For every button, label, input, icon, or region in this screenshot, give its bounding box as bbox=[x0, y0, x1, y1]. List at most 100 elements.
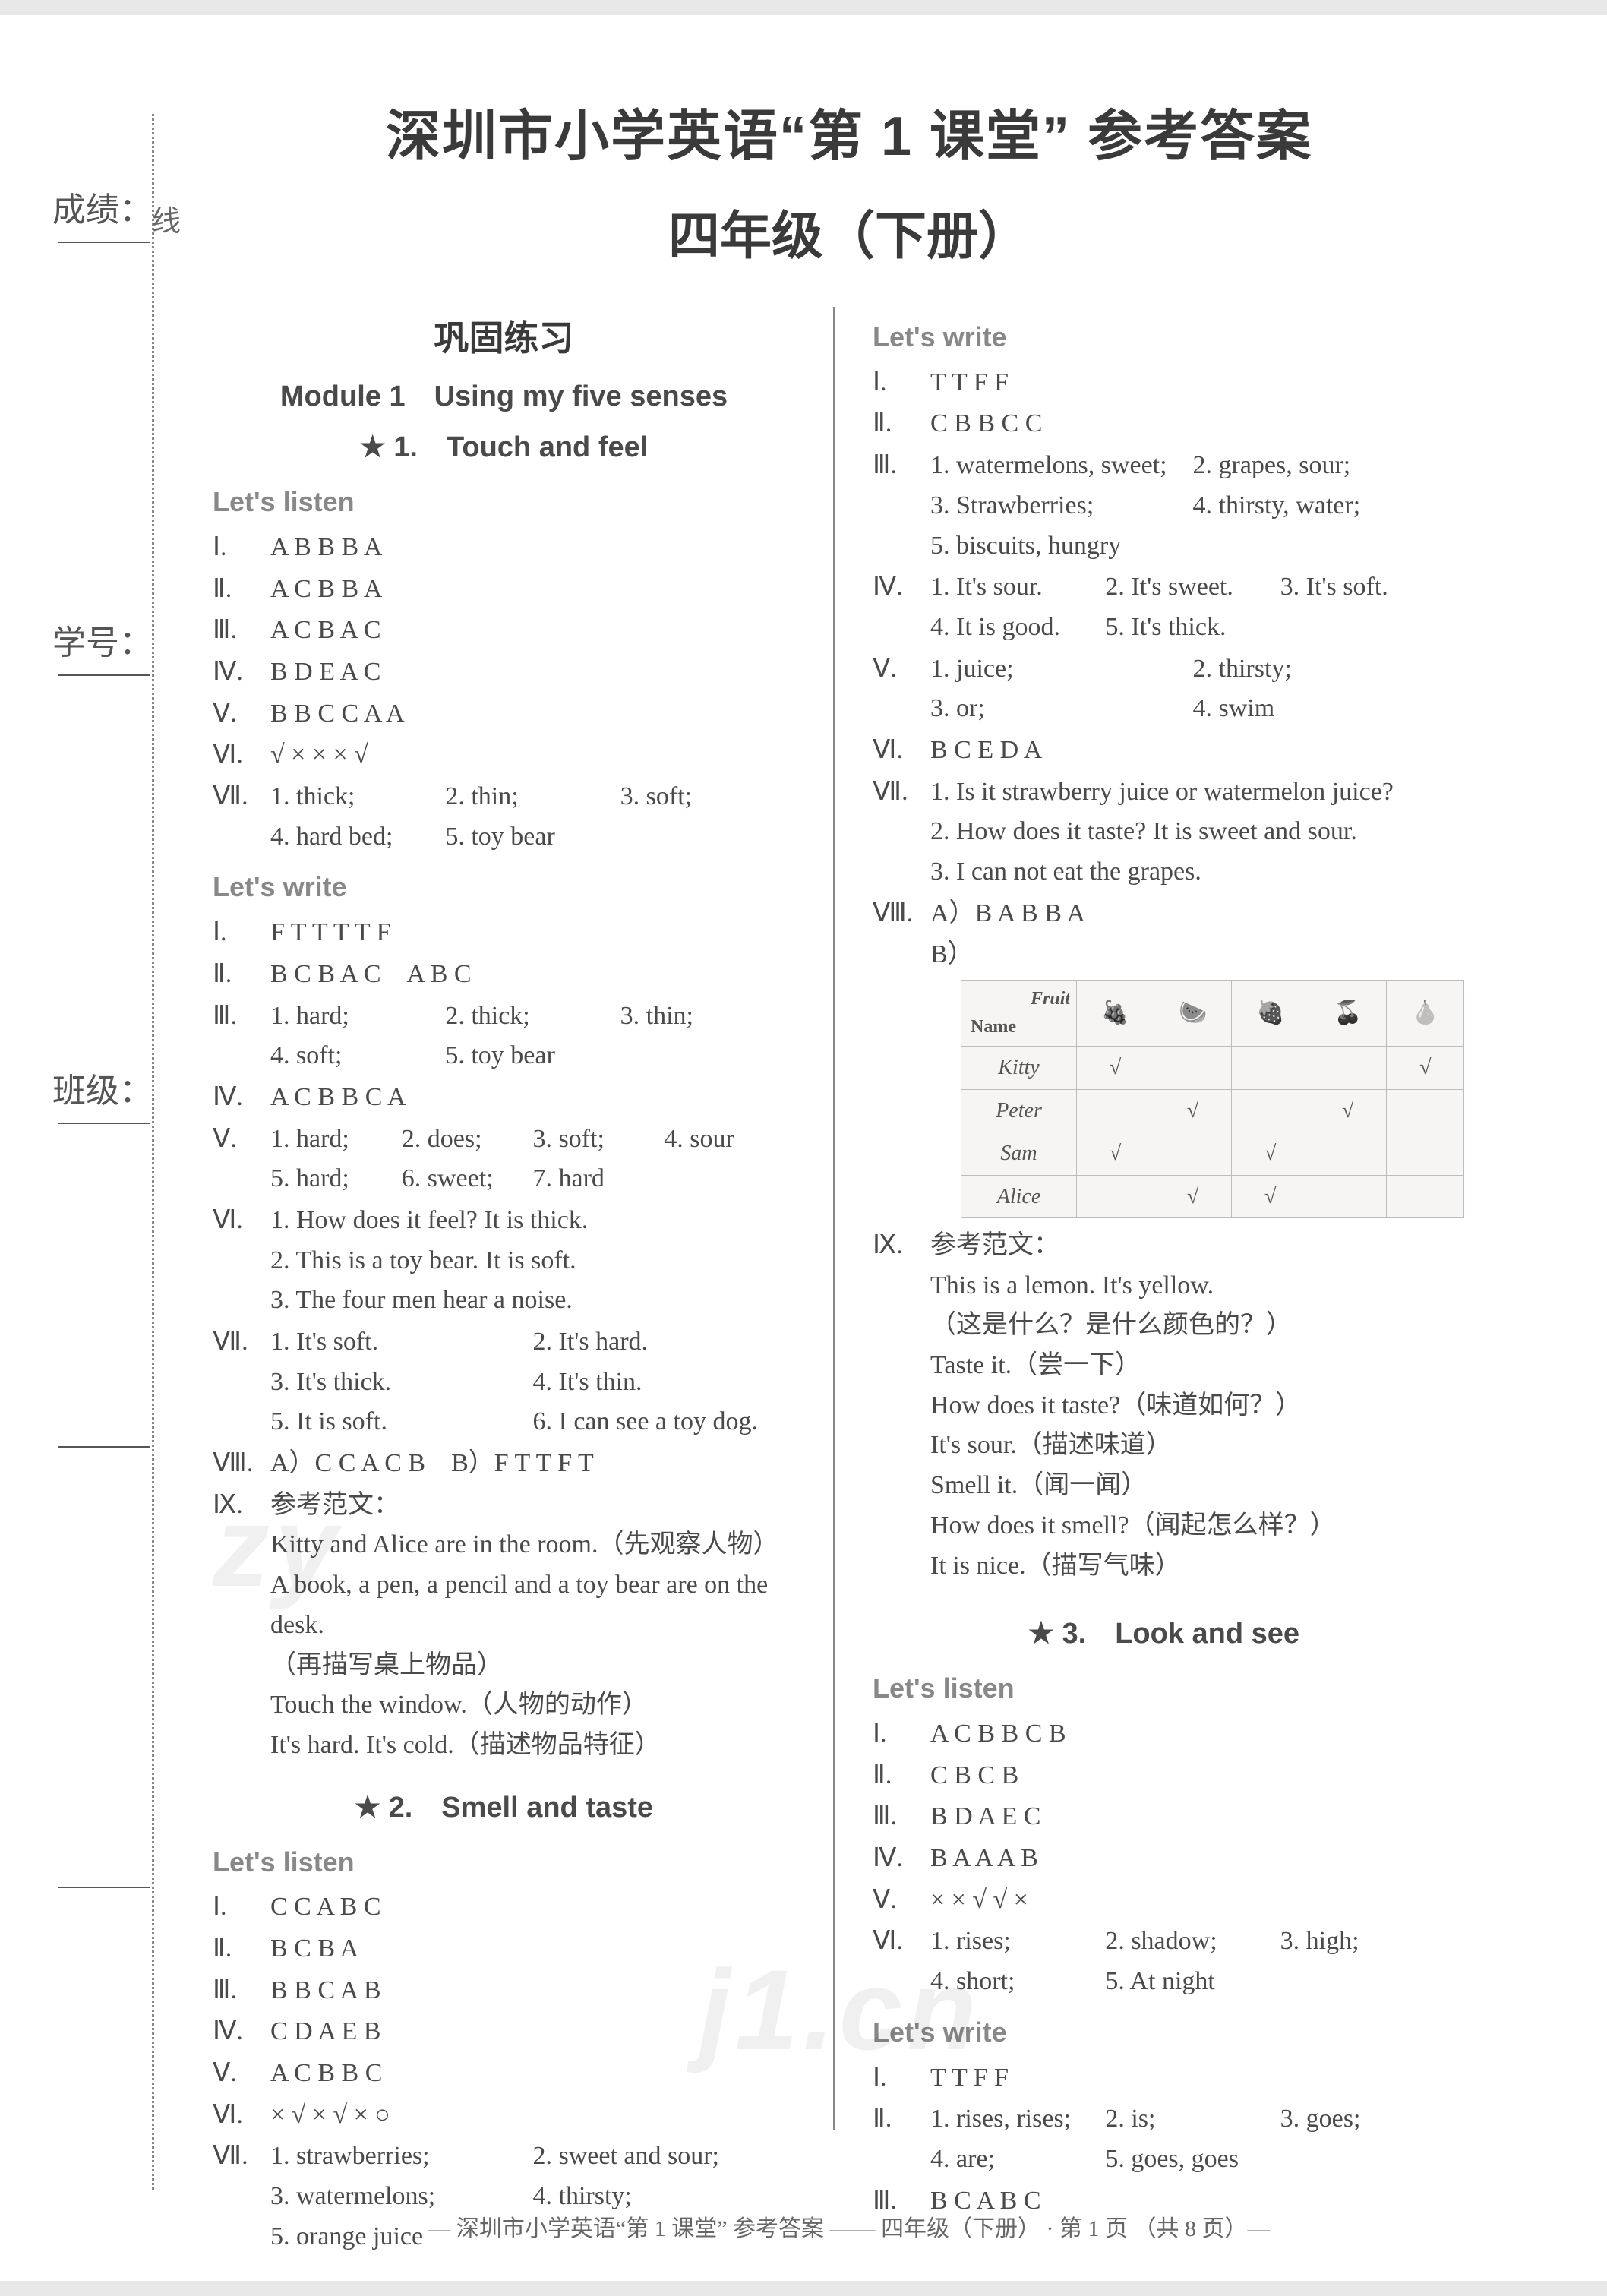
doc-title: 深圳市小学英语“第 1 课堂” 参考答案 bbox=[213, 91, 1485, 171]
write2-ix: Ⅸ. 参考范文： This is a lemon. It's yellow.（这… bbox=[873, 1226, 1455, 1586]
margin-label-score: 成绩： bbox=[46, 182, 159, 231]
roman: Ⅵ. bbox=[873, 1922, 930, 1962]
answer-item: 2. grapes, sour; bbox=[1193, 446, 1456, 486]
roman: Ⅰ. bbox=[873, 2058, 930, 2099]
fruit-mark-cell bbox=[1309, 1047, 1387, 1089]
answer-item: 1. rises, rises; bbox=[930, 2099, 1105, 2140]
answer-item: 2. sweet and sour; bbox=[533, 2137, 796, 2177]
fruit-name-cell: Peter bbox=[961, 1089, 1077, 1132]
fruit-mark-cell: √ bbox=[1232, 1132, 1309, 1175]
fruit-icon: 🍇 bbox=[1077, 981, 1154, 1047]
answer-row: Ⅴ.B B C C A A bbox=[213, 694, 795, 734]
answer-body: B C B A C A B C bbox=[270, 955, 795, 995]
roman: Ⅳ. bbox=[873, 1839, 930, 1879]
roman: Ⅴ. bbox=[873, 649, 930, 690]
answer-row: Ⅱ.A C B B A bbox=[213, 570, 795, 610]
answer-row: Ⅴ.× × √ √ × bbox=[873, 1881, 1455, 1921]
lets-listen-head: Let's listen bbox=[213, 1841, 795, 1884]
fruit-mark-cell: √ bbox=[1154, 1089, 1232, 1132]
fruit-mark-cell: √ bbox=[1154, 1175, 1232, 1217]
footer-left: — 深圳市小学英语“第 1 课堂” 参考答案 —— bbox=[428, 2216, 875, 2241]
fruit-mark-cell bbox=[1387, 1175, 1464, 1217]
write2-viii-a: Ⅷ. A）B A B B A bbox=[873, 894, 1455, 934]
answer-item: 2. It's hard. bbox=[533, 1322, 796, 1363]
fruit-icon: 🍒 bbox=[1309, 981, 1387, 1047]
write2-vii: Ⅶ. 1. Is it strawberry juice or watermel… bbox=[873, 772, 1455, 892]
fruit-icon: 🍉 bbox=[1154, 981, 1232, 1047]
answer-item: 2. thin; bbox=[445, 777, 620, 817]
write1-vii: Ⅶ. 1. It's soft.2. It's hard.3. It's thi… bbox=[213, 1322, 795, 1442]
answer-body: B C B A bbox=[270, 1929, 795, 1969]
write2-vi: Ⅵ. B C E D A bbox=[873, 731, 1455, 771]
answer-line: Touch the window.（人物的动作） bbox=[270, 1685, 795, 1726]
roman: Ⅳ. bbox=[213, 652, 270, 693]
fruit-name-cell: Sam bbox=[961, 1132, 1077, 1175]
answer-item: 4. short; bbox=[930, 1962, 1105, 2002]
write2-vi-body: B C E D A bbox=[930, 731, 1455, 771]
write2-v-body: 1. juice;2. thirsty;3. or;4. swim bbox=[930, 649, 1455, 729]
answer-item: 5. At night bbox=[1105, 1962, 1280, 2002]
fruit-icon: 🍓 bbox=[1232, 981, 1309, 1047]
roman: Ⅴ. bbox=[213, 2054, 270, 2094]
listen1-list: Ⅰ.A B B B AⅡ.A C B B AⅢ.A C B A CⅣ.B D E… bbox=[213, 528, 795, 775]
answer-body: × √ × √ × ○ bbox=[270, 2095, 795, 2136]
answer-item: 4. It is good. bbox=[930, 608, 1105, 648]
answer-body: √ × × × √ bbox=[270, 735, 795, 775]
answer-row: Ⅱ.B C B A bbox=[213, 1929, 795, 1969]
write1-viii: Ⅷ. A）C C A C B B）F T T F T bbox=[213, 1444, 795, 1484]
answer-row: Ⅳ.B A A A B bbox=[873, 1839, 1455, 1879]
write1-viii-body: A）C C A C B B）F T T F T bbox=[270, 1444, 795, 1484]
b-label: B） bbox=[930, 940, 974, 968]
unit1-heading: ★ 1. Touch and feel bbox=[213, 425, 795, 470]
fruit-mark-cell bbox=[1232, 1047, 1309, 1089]
answer-item: 6. I can see a toy dog. bbox=[533, 1402, 796, 1442]
answer-item: 7. hard bbox=[533, 1159, 665, 1199]
answer-item: 1. rises; bbox=[930, 1922, 1105, 1962]
answer-row: Ⅳ.C D A E B bbox=[213, 2012, 795, 2052]
answer-item: 5. toy bear bbox=[445, 817, 620, 857]
roman: Ⅴ. bbox=[213, 694, 270, 734]
listen1-vii-body: 1. thick;2. thin;3. soft;4. hard bed;5. … bbox=[270, 777, 795, 857]
answer-item: 4. sour bbox=[664, 1120, 795, 1160]
write1-vii-body: 1. It's soft.2. It's hard.3. It's thick.… bbox=[270, 1322, 795, 1442]
roman: Ⅵ. bbox=[213, 2095, 270, 2136]
footer-right: 四年级（下册） · 第 1 页 （共 8 页）— bbox=[881, 2216, 1271, 2241]
write2-v: Ⅴ. 1. juice;2. thirsty;3. or;4. swim bbox=[873, 649, 1455, 729]
answer-item: 5. It's thick. bbox=[1105, 608, 1280, 648]
answer-line: 2. How does it taste? It is sweet and so… bbox=[930, 812, 1455, 852]
listen3-list: Ⅰ.A C B B C BⅡ.C B C BⅢ.B D A E CⅣ.B A A… bbox=[873, 1714, 1455, 1920]
write1-ix-body: 参考范文： Kitty and Alice are in the room.（先… bbox=[270, 1486, 795, 1766]
fruit-table-row: Alice√√ bbox=[961, 1175, 1464, 1217]
answer-body: B A A A B bbox=[930, 1839, 1455, 1879]
answer-row: Ⅴ.A C B B C bbox=[213, 2054, 795, 2094]
margin-label-id: 学号： bbox=[46, 615, 159, 664]
roman: Ⅰ. bbox=[873, 363, 930, 403]
roman: Ⅰ. bbox=[213, 1887, 270, 1928]
answer-item: 2. is; bbox=[1105, 2099, 1280, 2140]
answer-item: 2. thick; bbox=[445, 996, 620, 1037]
write2-iii-body: 1. watermelons, sweet;2. grapes, sour;3.… bbox=[930, 446, 1455, 566]
answer-item: 1. thick; bbox=[270, 777, 445, 817]
write1-v: Ⅴ. 1. hard;2. does;3. soft;4. sour5. har… bbox=[213, 1120, 795, 1199]
roman: Ⅶ. bbox=[873, 772, 930, 813]
roman: Ⅸ. bbox=[213, 1486, 270, 1526]
answer-row: Ⅱ.C B C B bbox=[873, 1756, 1455, 1796]
roman: Ⅴ. bbox=[213, 1120, 270, 1160]
write2-viii-a-body: A）B A B B A bbox=[930, 894, 1455, 934]
listen3-vi-body: 1. rises;2. shadow;3. high;4. short;5. A… bbox=[930, 1922, 1455, 2001]
column-left: 巩固练习 Module 1 Using my five senses ★ 1. … bbox=[213, 307, 835, 2130]
fruit-mark-cell bbox=[1077, 1089, 1154, 1132]
answer-row: Ⅵ.√ × × × √ bbox=[213, 735, 795, 775]
listen1-vii: Ⅶ. 1. thick;2. thin;3. soft;4. hard bed;… bbox=[213, 777, 795, 857]
answer-item: 1. hard; bbox=[270, 996, 445, 1037]
answer-item: 2. It's sweet. bbox=[1105, 567, 1280, 608]
lets-write-head: Let's write bbox=[873, 316, 1455, 358]
answer-body: A C B B C bbox=[270, 2054, 795, 2094]
answer-line: 3. The four men hear a noise. bbox=[270, 1281, 795, 1321]
margin-char-xian: 线 bbox=[152, 197, 181, 239]
answer-item: 3. soft; bbox=[620, 777, 795, 817]
answer-item: 4. swim bbox=[1193, 689, 1456, 729]
answer-item: 1. watermelons, sweet; bbox=[930, 446, 1193, 486]
answer-body: B B C A B bbox=[270, 1971, 795, 2011]
roman: Ⅳ. bbox=[213, 2012, 270, 2052]
